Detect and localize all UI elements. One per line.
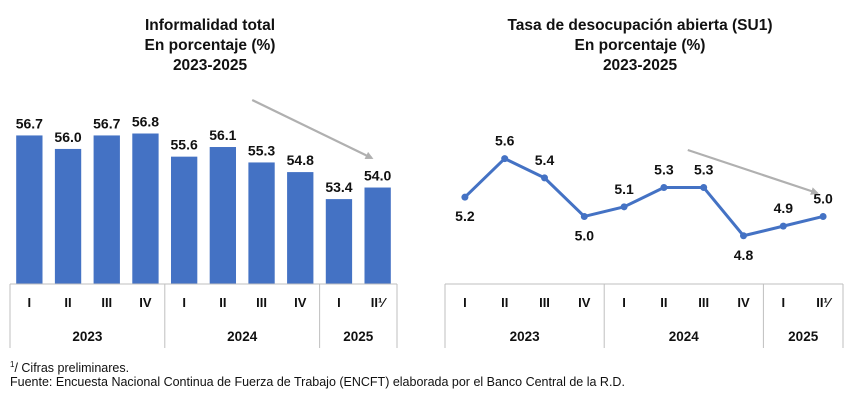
line-point bbox=[541, 174, 548, 182]
bar-chart-quarter-label: II bbox=[64, 295, 71, 310]
bar-value-label: 55.3 bbox=[248, 142, 275, 158]
line-chart-quarter-label: II bbox=[660, 295, 667, 310]
bar-chart-quarter-label: IV bbox=[139, 295, 152, 310]
bar-chart-quarter-label: IV bbox=[294, 295, 307, 310]
line-point bbox=[620, 203, 628, 211]
bar-chart-quarter-label: II¹⁄ bbox=[371, 295, 388, 310]
bar-value-label: 56.0 bbox=[54, 129, 81, 145]
bar-chart-year-label: 2023 bbox=[72, 329, 103, 344]
line-value-label: 5.0 bbox=[575, 227, 595, 243]
line-point bbox=[700, 184, 708, 192]
line-chart-quarter-label: III bbox=[698, 295, 709, 310]
bar bbox=[170, 156, 198, 284]
line-point bbox=[501, 155, 509, 163]
bar bbox=[93, 135, 120, 284]
bar-value-label: 56.8 bbox=[132, 114, 159, 130]
line-chart: 5.25.65.45.05.15.3 5.34.84.95.0I II III IV I I… bbox=[444, 133, 844, 348]
bar-value-label: 56.7 bbox=[16, 115, 43, 131]
bar bbox=[16, 135, 43, 284]
bar-chart-quarter-label: I bbox=[28, 295, 32, 310]
line-point bbox=[779, 222, 787, 230]
bar-chart-title-line-3: 2023-2025 bbox=[172, 57, 248, 74]
bar bbox=[54, 148, 82, 284]
line-value-label: 5.6 bbox=[495, 133, 515, 149]
line-value-label: 5.2 bbox=[455, 208, 475, 224]
bar-chart-quarter-label: III bbox=[256, 295, 267, 310]
line-chart-year-label: 2025 bbox=[788, 329, 819, 344]
bar bbox=[287, 172, 314, 284]
bar-chart-quarter-label: I bbox=[182, 295, 186, 310]
line-point bbox=[461, 193, 469, 201]
bar-trend-arrow bbox=[251, 99, 374, 159]
bar-chart-title-line-2: En porcentaje (%) bbox=[144, 37, 276, 54]
line-chart-quarter-label: I bbox=[781, 295, 785, 310]
line-trend-arrow bbox=[687, 148, 819, 195]
line-point bbox=[580, 212, 588, 220]
line-point bbox=[819, 212, 827, 220]
bar-chart-year-label: 2025 bbox=[343, 329, 374, 344]
footnote-preliminary: 1/ Cifras preliminares. bbox=[10, 357, 129, 376]
line-chart-quarter-label: I bbox=[463, 295, 467, 310]
bar-value-label: 53.4 bbox=[325, 179, 352, 195]
line-value-label: 5.4 bbox=[535, 152, 555, 168]
bar bbox=[132, 133, 159, 284]
line-chart-title-line-2: En porcentaje (%) bbox=[574, 37, 706, 54]
bar bbox=[364, 187, 391, 284]
bar-value-label: 54.0 bbox=[364, 168, 391, 184]
bar-value-label: 54.8 bbox=[287, 152, 314, 168]
line-chart-quarter-label: II bbox=[501, 295, 508, 310]
line-chart-title-line-3: 2023-2025 bbox=[602, 57, 678, 74]
line-chart-quarter-label: IV bbox=[737, 295, 750, 310]
line-point bbox=[660, 184, 668, 192]
line-value-label: 5.3 bbox=[654, 162, 674, 178]
footnote-preliminary-text: / Cifras preliminares. bbox=[14, 361, 130, 376]
line-chart-quarter-label: II¹⁄ bbox=[816, 295, 833, 310]
bar-value-label: 55.6 bbox=[171, 137, 198, 153]
line-value-label: 5.1 bbox=[614, 181, 634, 197]
line-chart-title: Tasa de desocupación abierta (SU1) En po… bbox=[440, 16, 840, 76]
bar bbox=[209, 147, 237, 284]
line-series bbox=[463, 157, 824, 238]
bar bbox=[248, 162, 275, 284]
line-value-label: 5.3 bbox=[694, 162, 714, 178]
bar-chart-title-line-1: Informalidad total bbox=[144, 17, 276, 34]
line-chart-quarter-label: IV bbox=[578, 295, 591, 310]
bar-chart-quarter-label: III bbox=[101, 295, 112, 310]
line-value-label: 4.8 bbox=[734, 247, 754, 263]
footnote-marker: 1 bbox=[10, 360, 15, 369]
bar-value-label: 56.1 bbox=[209, 127, 236, 143]
line-value-label: 4.9 bbox=[774, 200, 794, 216]
line-chart-quarter-label: I bbox=[622, 295, 626, 310]
bar bbox=[325, 199, 353, 284]
footnote-source: Fuente: Encuesta Nacional Continua de Fu… bbox=[10, 375, 625, 389]
bar-chart-quarter-label: I bbox=[337, 295, 341, 310]
bar-chart-quarter-label: II bbox=[219, 295, 226, 310]
line-point bbox=[740, 232, 747, 240]
line-chart-quarter-label: III bbox=[539, 295, 550, 310]
line-chart-year-label: 2023 bbox=[510, 329, 541, 344]
line-chart-title-line-1: Tasa de desocupación abierta (SU1) bbox=[507, 17, 773, 34]
bar-chart-title: Informalidad total En porcentaje (%) 202… bbox=[40, 16, 380, 76]
bar-value-label: 56.7 bbox=[93, 115, 120, 131]
bar-chart-year-label: 2024 bbox=[227, 329, 258, 344]
bar-chart: 56.7 56.0 56.7 56.8 55.6 56.1 55.3 54.8 53.4 54.0… bbox=[9, 99, 398, 348]
line-chart-year-label: 2024 bbox=[669, 329, 700, 344]
